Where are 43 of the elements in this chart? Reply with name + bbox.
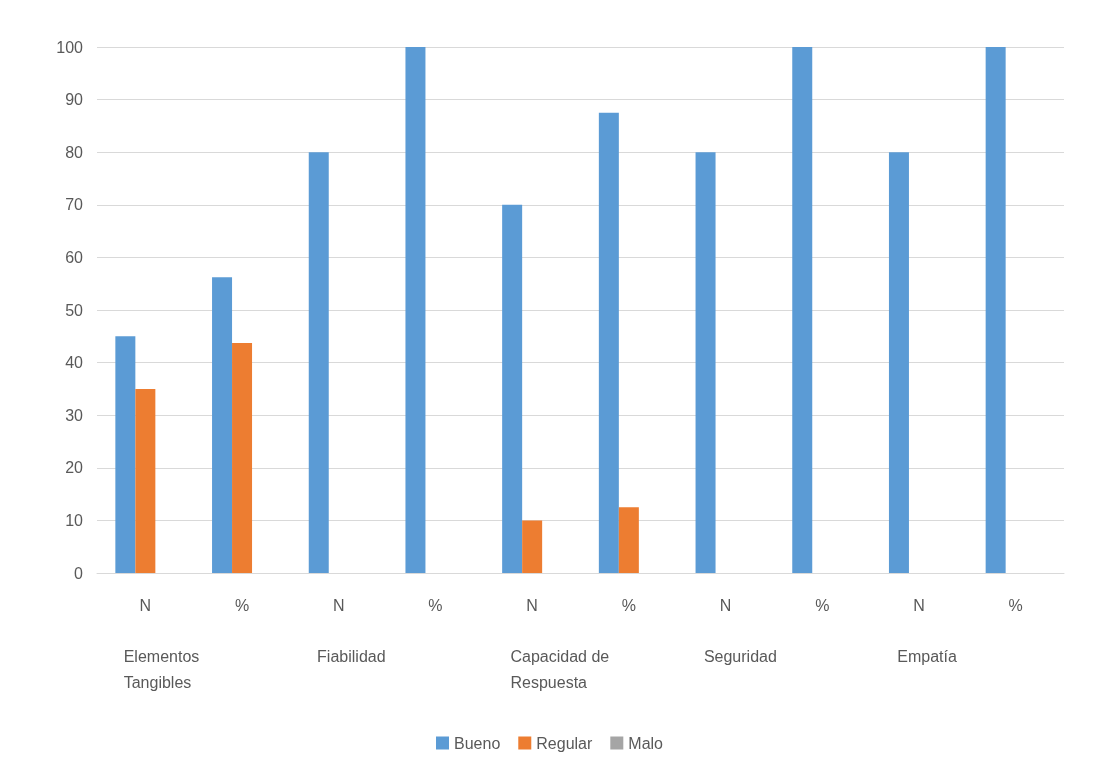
y-tick-label: 0: [74, 564, 84, 582]
y-tick-label: 20: [65, 459, 84, 477]
bar: [232, 342, 253, 573]
bar: [598, 112, 619, 573]
x-tick-label: %: [815, 596, 830, 614]
bar: [618, 507, 639, 573]
legend-label: Malo: [628, 734, 664, 752]
bar: [405, 47, 426, 573]
y-tick-label: 30: [65, 406, 84, 424]
y-tick-label: 50: [65, 301, 84, 319]
text: Capacidad de Respuesta: [510, 647, 614, 691]
text: Fiabilidad: [317, 647, 386, 665]
y-tick-label: 100: [56, 38, 84, 56]
y-tick-label: 10: [65, 511, 84, 529]
text: Elementos Tangibles: [123, 647, 204, 691]
legend-label: Regular: [536, 734, 593, 752]
x-tick-label: N: [526, 596, 538, 614]
bar: [695, 152, 716, 573]
bar: [308, 152, 329, 573]
bar: [212, 277, 233, 573]
x-tick-label: N: [139, 596, 152, 614]
y-tick-label: 70: [65, 196, 84, 214]
bar: [985, 47, 1006, 573]
bar: [135, 388, 156, 573]
x-tick-label: N: [719, 596, 732, 614]
bar: [502, 204, 523, 573]
x-tick-label: %: [1008, 596, 1023, 614]
text: Seguridad: [703, 647, 777, 665]
bar: [888, 152, 909, 573]
bar: [792, 47, 813, 573]
y-tick-label: 60: [65, 248, 84, 266]
text: Empatía: [897, 647, 957, 665]
x-tick-label: N: [332, 596, 345, 614]
y-tick-label: 80: [65, 143, 84, 161]
bar: [115, 336, 136, 573]
legend-label: Bueno: [454, 734, 501, 752]
x-tick-label: %: [234, 596, 250, 614]
x-tick-label: %: [428, 596, 443, 614]
bar: [522, 520, 543, 573]
y-tick-label: 90: [65, 91, 84, 109]
x-tick-label: %: [621, 596, 636, 614]
x-tick-label: N: [913, 596, 925, 614]
y-tick-label: 40: [65, 354, 84, 372]
